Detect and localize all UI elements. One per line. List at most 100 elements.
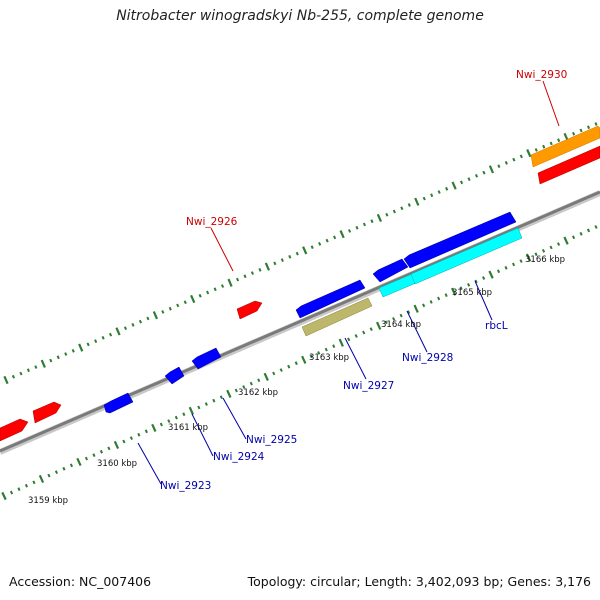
gene-arrow-rbcl-large[interactable]: [403, 211, 517, 269]
inner-tick-track: [1, 225, 598, 501]
outer-track-tick: [586, 125, 591, 130]
outer-track-tick: [108, 332, 113, 337]
inner-track-tick: [496, 269, 501, 274]
inner-track-tick: [413, 304, 419, 313]
inner-track-tick: [242, 385, 246, 389]
accession-text: Accession: NC_007406: [9, 574, 152, 589]
inner-track-tick: [563, 236, 569, 245]
label-rbcl[interactable]: rbcL: [485, 320, 508, 332]
leader-nwi-2923: [137, 442, 162, 485]
outer-track-tick: [347, 229, 352, 233]
inner-track-tick: [76, 457, 82, 467]
inner-track-tick: [272, 371, 276, 376]
outer-track-tick: [549, 141, 553, 146]
outer-track-tick: [504, 161, 508, 165]
outer-track-tick: [572, 131, 576, 136]
label-nwi-2923[interactable]: Nwi_2923: [160, 480, 211, 492]
gene-arrow-nwi-2926[interactable]: [236, 300, 263, 320]
outer-track-tick: [78, 343, 84, 352]
outer-track-tick: [355, 225, 359, 230]
genome-backbone-line: [0, 190, 600, 453]
outer-track-tick: [392, 209, 396, 214]
outer-track-tick: [526, 149, 532, 158]
inner-track-tick: [129, 436, 134, 441]
outer-track-tick: [101, 336, 105, 340]
outer-track-tick: [183, 300, 187, 305]
outer-track-tick: [542, 144, 546, 149]
inner-track-tick: [375, 321, 382, 330]
outer-track-tick: [11, 374, 16, 379]
label-nwi-2930[interactable]: Nwi_2930: [516, 69, 567, 81]
gene-arrow-red-2[interactable]: [0, 418, 29, 442]
outer-track-tick: [557, 138, 561, 143]
gene-arrow-nwi-2928-a[interactable]: [372, 258, 409, 283]
inner-track-tick: [219, 395, 223, 400]
inner-track-tick: [38, 474, 45, 484]
gene-arrow-nwi-2927-b[interactable]: [301, 297, 373, 337]
inner-track-tick: [369, 327, 373, 332]
inner-track-tick: [188, 406, 195, 415]
inner-track-tick: [422, 303, 426, 308]
leader-nwi-2930: [542, 80, 560, 127]
inner-track-tick: [174, 415, 178, 420]
inner-track-tick: [47, 473, 51, 478]
outer-track-tick: [339, 230, 345, 239]
inner-track-tick: [444, 293, 448, 297]
label-nwi-2925[interactable]: Nwi_2925: [246, 434, 297, 446]
inner-track-tick: [481, 276, 486, 280]
outer-track-tick: [49, 358, 53, 363]
scale-labels: 3159 kbp 3160 kbp 3161 kbp 3162 kbp 3163…: [28, 255, 565, 506]
inner-track-tick: [107, 446, 111, 451]
gene-arrow-rbcl[interactable]: [410, 227, 523, 285]
outer-track-tick: [273, 261, 277, 266]
leader-nwi-2926: [210, 227, 234, 272]
gene-arrow-nwi-2923[interactable]: [103, 392, 134, 414]
inner-track-tick: [459, 286, 463, 291]
outer-track-tick: [280, 258, 284, 262]
gene-arrow-nwi-2925[interactable]: [191, 347, 222, 370]
outer-track-tick: [579, 128, 583, 133]
inner-track-tick: [17, 487, 21, 492]
outer-track-tick: [430, 193, 434, 198]
outer-track-tick: [250, 271, 255, 275]
map-title: Nitrobacter winogradskyi Nb-255, complet…: [116, 8, 484, 24]
inner-track-tick: [137, 432, 141, 437]
outer-track-tick: [451, 181, 457, 190]
inner-track-tick: [511, 262, 516, 267]
tick-label-3159: 3159 kbp: [28, 496, 68, 506]
outer-track-tick: [243, 274, 247, 279]
inner-track-tick: [407, 310, 411, 315]
inner-track-tick: [32, 480, 36, 485]
label-nwi-2927[interactable]: Nwi_2927: [343, 380, 394, 392]
label-nwi-2928[interactable]: Nwi_2928: [402, 352, 453, 364]
inner-track-tick: [429, 300, 433, 304]
outer-tick-track: [3, 122, 598, 385]
inner-track-tick: [122, 439, 126, 444]
inner-track-tick: [347, 337, 351, 342]
gene-arrow-nwi-2924[interactable]: [164, 366, 185, 385]
inner-track-tick: [392, 317, 396, 321]
gene-arrow-red-1[interactable]: [32, 401, 62, 424]
gene-arrow-nwi-2927-a[interactable]: [295, 279, 366, 319]
inner-track-tick: [287, 364, 291, 369]
inner-track-tick: [525, 253, 532, 262]
outer-track-tick: [213, 287, 217, 292]
outer-track-tick: [325, 238, 329, 243]
inner-track-tick: [294, 361, 298, 366]
inner-track-tick: [384, 320, 388, 325]
gene-arrow-nwi-2930[interactable]: [530, 125, 600, 168]
outer-track-tick: [152, 311, 159, 320]
label-nwi-2924[interactable]: Nwi_2924: [213, 451, 265, 463]
inner-track-tick: [519, 259, 523, 263]
outer-track-tick: [146, 316, 150, 321]
outer-track-tick: [131, 323, 135, 327]
outer-track-tick: [295, 251, 299, 256]
outer-track-tick: [302, 246, 308, 255]
gene-arrow-nwi-2930b[interactable]: [537, 145, 600, 185]
label-nwi-2926[interactable]: Nwi_2926: [186, 216, 238, 228]
inner-track-tick: [579, 231, 583, 236]
outer-track-tick: [333, 235, 337, 240]
outer-track-tick: [594, 122, 598, 126]
outer-track-tick: [71, 348, 75, 353]
